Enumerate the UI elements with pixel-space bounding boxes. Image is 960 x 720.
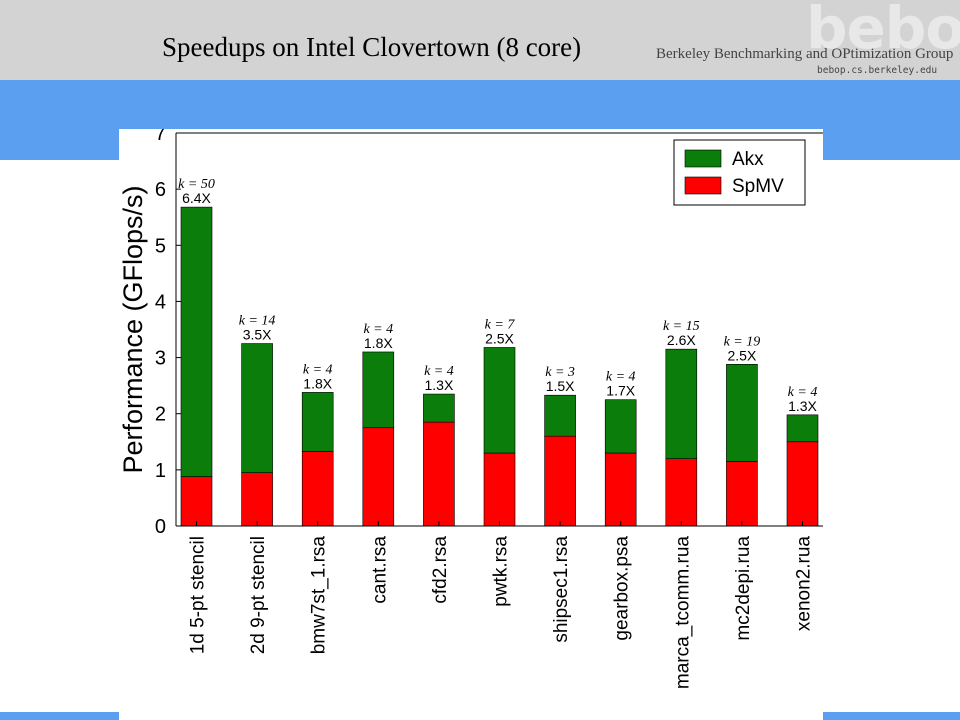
x-tick-label: xenon2.rua xyxy=(794,536,815,632)
speedup-label: 1.3X xyxy=(424,377,453,393)
speedup-label: 6.4X xyxy=(182,190,211,206)
bar-akx xyxy=(604,399,637,454)
group-name: Berkeley Benchmarking and OPtimization G… xyxy=(656,46,954,62)
x-tick-label: shipsec1.rsa xyxy=(551,536,572,643)
speedup-label: 1.8X xyxy=(364,335,393,351)
k-label: k = 4 xyxy=(606,370,636,385)
speedup-label: 1.7X xyxy=(606,383,635,399)
x-tick-label: gearbox.psa xyxy=(612,536,633,641)
y-tick-label: 6 xyxy=(155,179,166,201)
k-label: k = 4 xyxy=(363,322,393,337)
k-label: k = 14 xyxy=(239,314,276,329)
legend-swatch-spmv xyxy=(684,176,722,195)
k-label: k = 3 xyxy=(545,365,575,380)
k-label: k = 4 xyxy=(788,385,818,400)
legend-label-spmv: SpMV xyxy=(732,176,784,197)
slide-title: Speedups on Intel Clovertown (8 core) xyxy=(162,32,582,62)
speedup-label: 1.3X xyxy=(788,398,817,414)
bar-akx xyxy=(726,364,758,462)
k-label: k = 50 xyxy=(178,177,215,192)
x-tick-label: mc2depi.rua xyxy=(733,536,754,641)
x-tick-label: 1d 5-pt stencil xyxy=(188,536,209,654)
bar-spmv xyxy=(786,441,819,527)
bar-spmv xyxy=(241,472,273,527)
k-label: k = 4 xyxy=(424,364,454,379)
y-tick-label: 3 xyxy=(155,348,166,370)
chart-panel: 0 1 2 3 4 5 6 7 Performance (GFlops/s) 6.4X k = 50… xyxy=(119,129,823,720)
bar-akx xyxy=(786,414,819,443)
bar-akx xyxy=(544,394,576,437)
speedup-label: 1.8X xyxy=(303,375,332,391)
x-tick-label: 2d 9-pt stencil xyxy=(248,536,269,654)
y-tick-label: 0 xyxy=(155,516,166,538)
bar-akx xyxy=(180,206,213,477)
bar-akx xyxy=(423,393,455,423)
bar-spmv xyxy=(180,476,213,527)
speedup-label: 2.5X xyxy=(485,330,514,346)
bar-akx xyxy=(362,351,395,429)
slide-header: bebop Speedups on Intel Clovertown (8 co… xyxy=(0,0,960,80)
bar-akx xyxy=(241,343,273,473)
bar-spmv xyxy=(544,435,576,527)
bar-spmv xyxy=(665,458,698,527)
y-tick-label: 2 xyxy=(155,404,166,426)
y-tick-label: 4 xyxy=(155,291,166,313)
x-tick-label: cfd2.rsa xyxy=(430,536,451,604)
speedup-label: 3.5X xyxy=(243,327,272,343)
bar-spmv xyxy=(604,452,637,527)
x-tick-label: pwtk.rsa xyxy=(491,536,512,607)
group-url: bebop.cs.berkeley.edu xyxy=(817,65,938,76)
bar-akx xyxy=(301,392,334,452)
bar-akx xyxy=(483,347,516,454)
k-label: k = 7 xyxy=(485,317,516,332)
y-tick-label: 1 xyxy=(155,460,166,482)
legend-swatch-akx xyxy=(684,149,722,168)
x-tick-label: marca_tcomm.rua xyxy=(672,536,693,690)
speedup-label: 1.5X xyxy=(546,378,575,394)
y-tick-label: 5 xyxy=(155,235,166,257)
speedup-label: 2.6X xyxy=(667,332,696,348)
k-label: k = 4 xyxy=(303,362,333,377)
bebop-logo: bebop xyxy=(806,0,960,62)
bar-spmv xyxy=(423,421,455,527)
speedup-label: 2.5X xyxy=(727,347,756,363)
bar-akx xyxy=(665,348,698,459)
y-axis-label: Performance (GFlops/s) xyxy=(119,185,148,473)
bar-spmv xyxy=(726,461,758,527)
stacked-bar-chart: 0 1 2 3 4 5 6 7 Performance (GFlops/s) 6.4Xk = 50… xyxy=(119,129,823,690)
y-tick-label: 7 xyxy=(155,129,166,145)
x-tick-label: cant.rsa xyxy=(369,536,390,604)
bar-spmv xyxy=(362,427,395,527)
legend-label-akx: Akx xyxy=(732,149,764,170)
k-label: k = 19 xyxy=(724,334,761,349)
bar-spmv xyxy=(301,451,334,527)
x-tick-label: bmw7st_1.rsa xyxy=(309,536,330,655)
k-label: k = 15 xyxy=(663,319,700,334)
bar-spmv xyxy=(483,452,516,527)
